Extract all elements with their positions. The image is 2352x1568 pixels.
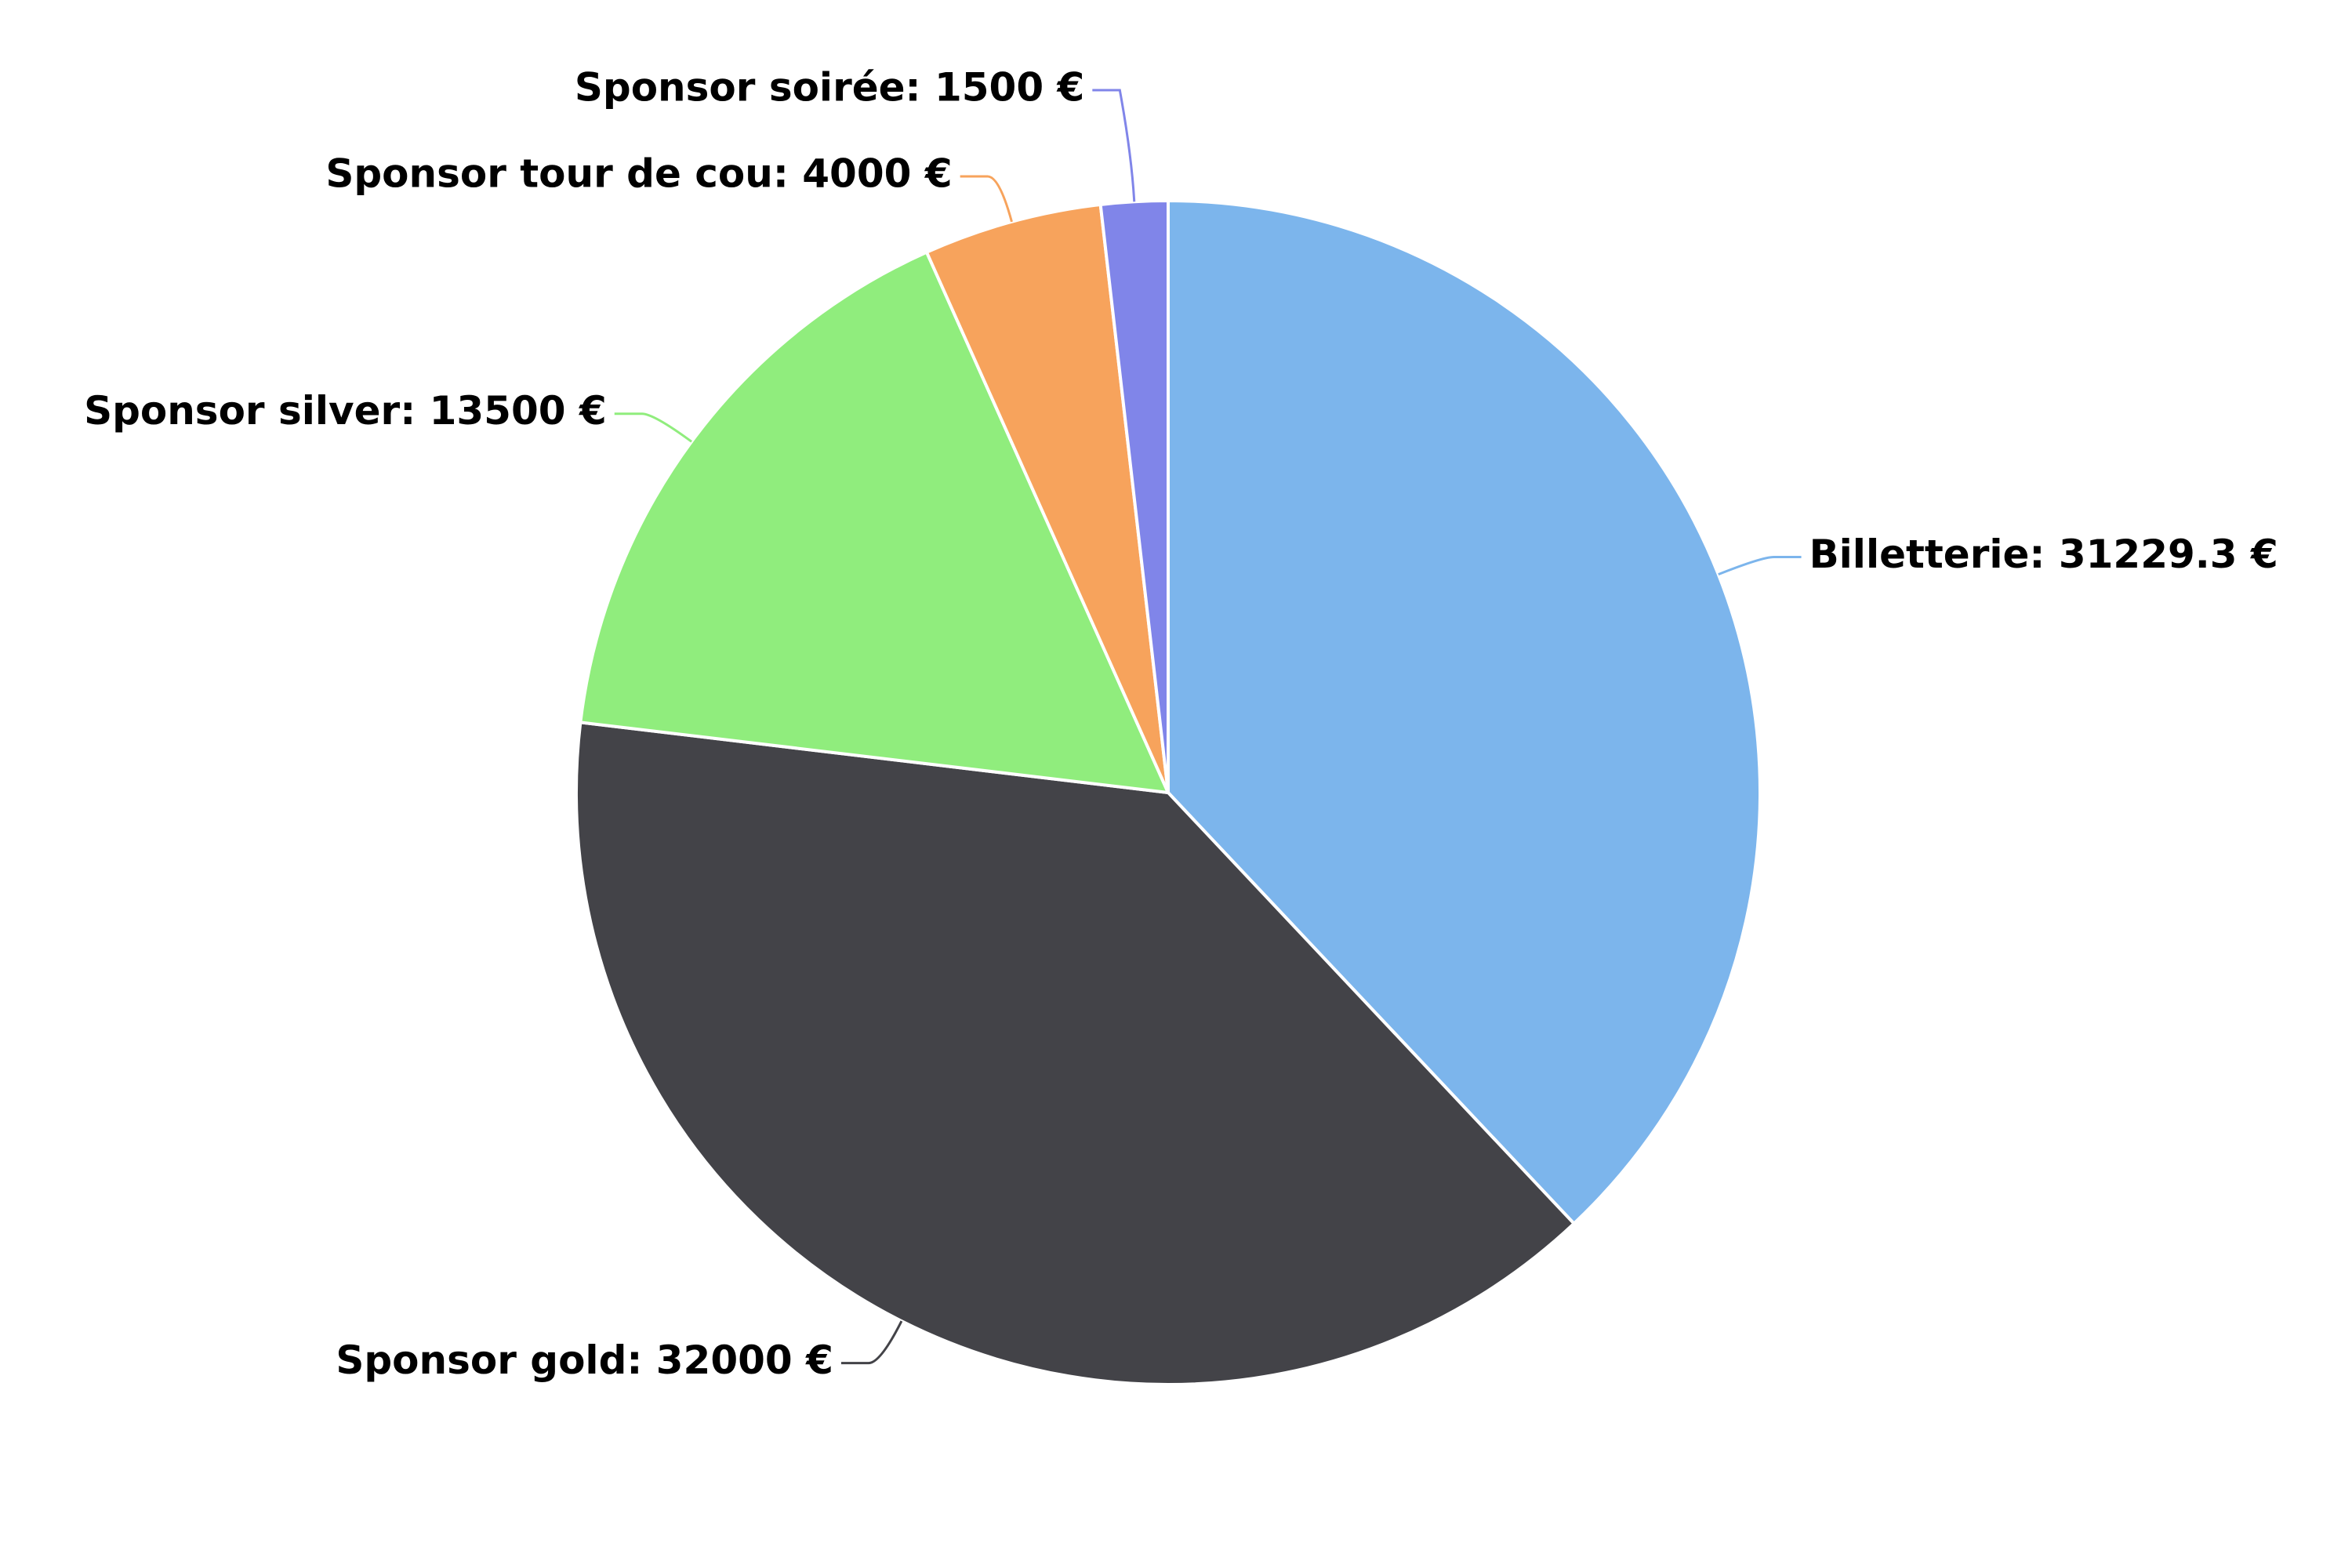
pie-slice-sponsor-silver[interactable] <box>579 250 1170 794</box>
label-connectors <box>614 89 1802 1365</box>
data-label-billetterie: Billetterie: 31229.3 € <box>1809 532 2278 577</box>
data-label-sponsor-silver: Sponsor silver: 13500 € <box>84 388 607 434</box>
connector-sponsor-silver <box>614 412 692 443</box>
data-labels: Billetterie: 31229.3 € Sponsor gold: 3200… <box>84 64 2278 1383</box>
pie-slice-sponsor-gold[interactable] <box>575 720 1576 1387</box>
data-label-sponsor-gold: Sponsor gold: 32000 € <box>336 1338 833 1383</box>
connector-sponsor-tour-de-cou <box>960 175 1013 223</box>
pie-slice-sponsor-tour-de-cou[interactable] <box>924 202 1170 794</box>
data-label-sponsor-tour-de-cou: Sponsor tour de cou: 4000 € <box>325 151 952 196</box>
data-label-sponsor-soiree: Sponsor soirée: 1500 € <box>575 64 1084 110</box>
connector-billetterie <box>1718 555 1802 575</box>
pie-slices <box>575 199 1762 1387</box>
connector-sponsor-gold <box>840 1320 903 1365</box>
connector-sponsor-soiree <box>1092 89 1136 202</box>
pie-slice-billetterie[interactable] <box>1167 199 1762 1225</box>
